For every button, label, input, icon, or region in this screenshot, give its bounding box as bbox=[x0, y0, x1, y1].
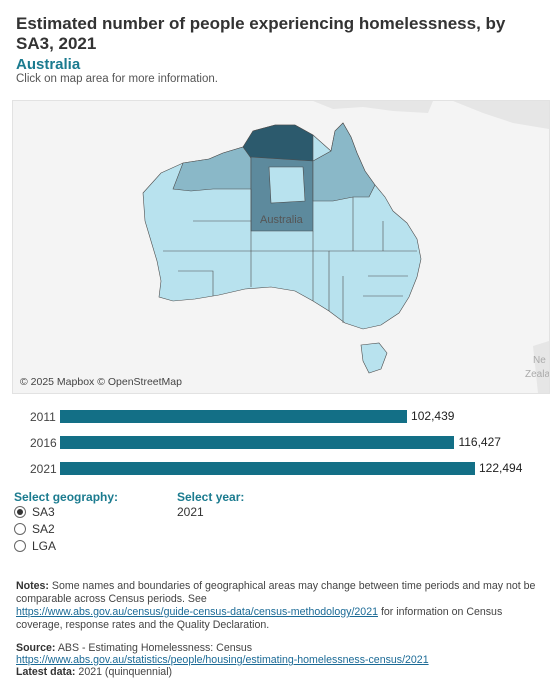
map-edge-label: Zeala bbox=[525, 369, 549, 380]
source-text: ABS - Estimating Homelessness: Census bbox=[57, 642, 253, 654]
radio-button[interactable] bbox=[14, 523, 26, 535]
bar-year-label: 2016 bbox=[30, 436, 57, 450]
census-methodology-link[interactable]: https://www.abs.gov.au/census/guide-cens… bbox=[16, 606, 378, 618]
source-label: Source: bbox=[16, 642, 56, 654]
map-boundaries bbox=[163, 189, 417, 323]
source-section: Source: ABS - Estimating Homelessness: C… bbox=[16, 642, 546, 678]
map-attribution[interactable]: © 2025 Mapbox © OpenStreetMap bbox=[20, 376, 182, 388]
notes-section: Notes: Some names and boundaries of geog… bbox=[16, 580, 546, 632]
land-background bbox=[313, 101, 433, 113]
map-region-label: Australia bbox=[260, 214, 304, 226]
bar-year-label: 2011 bbox=[30, 410, 56, 424]
map-region-inner-nt[interactable] bbox=[268, 166, 306, 204]
notes-label: Notes: bbox=[16, 580, 49, 592]
latest-data-label: Latest data: bbox=[16, 666, 76, 678]
geography-select-label: Select geography: bbox=[14, 490, 119, 504]
bar-value-label: 122,494 bbox=[479, 461, 523, 475]
map-hint: Click on map area for more information. bbox=[16, 73, 218, 85]
map-region-north-qld[interactable] bbox=[312, 122, 376, 202]
latest-data-value: 2021 (quinquennial) bbox=[78, 666, 173, 678]
bar[interactable] bbox=[60, 462, 475, 475]
bar[interactable] bbox=[60, 410, 408, 423]
radio-button[interactable] bbox=[14, 540, 26, 552]
year-select[interactable]: 2021 bbox=[177, 505, 204, 519]
map-panel[interactable]: Australia Ne Zeala © 2025 Mapbox © OpenS… bbox=[12, 100, 550, 394]
source-link[interactable]: https://www.abs.gov.au/statistics/people… bbox=[16, 654, 429, 666]
land-background bbox=[533, 341, 549, 393]
bar-value-label: 116,427 bbox=[458, 435, 501, 449]
map-region-north-west[interactable] bbox=[172, 146, 252, 192]
radio-label: LGA bbox=[32, 539, 57, 553]
land-background bbox=[453, 101, 549, 129]
notes-text-after: for information on Census coverage, resp… bbox=[16, 606, 503, 631]
bar[interactable] bbox=[60, 436, 455, 449]
page-title: Estimated number of people experiencing … bbox=[16, 14, 506, 53]
year-select-label: Select year: bbox=[177, 490, 245, 504]
region-subtitle: Australia bbox=[16, 56, 81, 73]
bar-year-label: 2021 bbox=[30, 462, 57, 476]
map-edge-label: Ne bbox=[533, 355, 546, 366]
bar-value-label: 102,439 bbox=[411, 409, 455, 423]
map-region-top-end[interactable] bbox=[242, 124, 314, 162]
radio-label: SA2 bbox=[32, 522, 55, 536]
map-region-tasmania[interactable] bbox=[360, 342, 388, 374]
australia-map[interactable]: Australia Ne Zeala bbox=[13, 101, 549, 393]
radio-button[interactable] bbox=[14, 506, 26, 518]
radio-label: SA3 bbox=[32, 505, 55, 519]
notes-text: Some names and boundaries of geographica… bbox=[16, 580, 536, 605]
year-bar-chart: 2011 102,439 2016 116,427 2021 122,494 bbox=[0, 400, 560, 480]
